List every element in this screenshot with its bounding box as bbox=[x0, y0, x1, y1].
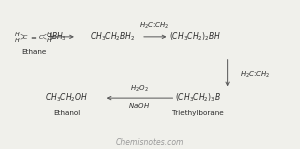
Text: $CH_3CH_2OH$: $CH_3CH_2OH$ bbox=[45, 92, 88, 104]
Text: Ethanol: Ethanol bbox=[53, 110, 80, 116]
Text: $H$: $H$ bbox=[46, 30, 52, 38]
Text: +: + bbox=[46, 32, 54, 42]
Text: $H_2C$:$CH_2$: $H_2C$:$CH_2$ bbox=[139, 21, 170, 31]
Text: $H_2O_2$: $H_2O_2$ bbox=[130, 84, 149, 94]
Text: $BH_3$: $BH_3$ bbox=[51, 31, 67, 43]
Text: Chemisnotes.com: Chemisnotes.com bbox=[116, 138, 184, 147]
Text: $H$: $H$ bbox=[46, 36, 52, 44]
Text: $(CH_3CH_2)_2BH$: $(CH_3CH_2)_2BH$ bbox=[169, 31, 221, 43]
Text: $CH_3CH_2BH_2$: $CH_3CH_2BH_2$ bbox=[90, 31, 135, 43]
Text: $C$: $C$ bbox=[22, 33, 29, 41]
Text: $H$: $H$ bbox=[14, 30, 20, 38]
Text: $NaOH$: $NaOH$ bbox=[128, 101, 151, 110]
Text: $C$: $C$ bbox=[38, 33, 44, 41]
Text: Ethane: Ethane bbox=[21, 49, 46, 55]
Text: $=$: $=$ bbox=[29, 34, 37, 40]
Text: Triethylborane: Triethylborane bbox=[172, 110, 224, 116]
Text: $H_2C$:$CH_2$: $H_2C$:$CH_2$ bbox=[240, 69, 270, 80]
Text: $H$: $H$ bbox=[14, 36, 20, 44]
Text: $(CH_3CH_2)_3B$: $(CH_3CH_2)_3B$ bbox=[175, 92, 221, 104]
